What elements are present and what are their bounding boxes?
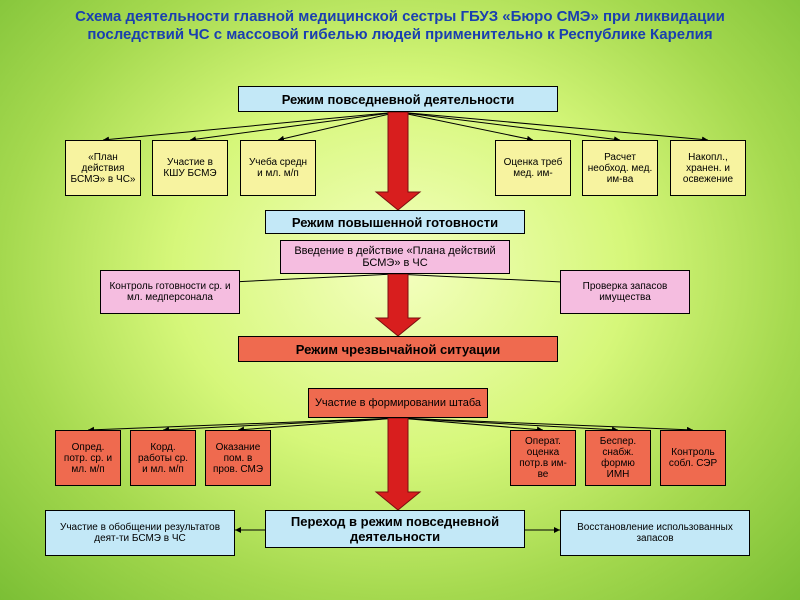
box-label: Контроль готовности ср. и мл. медперсона…	[105, 281, 235, 303]
diagram-box: Проверка запасов имущества	[560, 270, 690, 314]
diagram-title: Схема деятельности главной медицинской с…	[30, 8, 770, 44]
box-label: Проверка запасов имущества	[565, 281, 685, 303]
box-label: Участие в формировании штаба	[313, 397, 483, 409]
box-label: Операт. оценка потр.в им-ве	[515, 436, 571, 480]
diagram-box: Расчет необход. мед. им-ва	[582, 140, 658, 196]
box-label: Оценка треб мед. им-	[500, 157, 566, 179]
box-label: Беспер. снабж. формю ИМН	[590, 436, 646, 480]
diagram-box: Режим повседневной деятельности	[238, 86, 558, 112]
box-label: Опред. потр. ср. и мл. м/п	[60, 442, 116, 475]
diagram-box: Участие в формировании штаба	[308, 388, 488, 418]
diagram-box: Накопл., хранен. и освежение	[670, 140, 746, 196]
box-label: Учеба средн и мл. м/п	[245, 157, 311, 179]
diagram-box: Операт. оценка потр.в им-ве	[510, 430, 576, 486]
box-label: Накопл., хранен. и освежение	[675, 152, 741, 185]
diagram-box: Введение в действие «Плана действий БСМЭ…	[280, 240, 510, 274]
box-label: Введение в действие «Плана действий БСМЭ…	[285, 245, 505, 269]
box-label: «План действия БСМЭ» в ЧС»	[70, 152, 136, 185]
diagram-box: Участие в обобщении результатов деят-ти …	[45, 510, 235, 556]
box-label: Оказание пом. в пров. СМЭ	[210, 442, 266, 475]
diagram-box: Оказание пом. в пров. СМЭ	[205, 430, 271, 486]
diagram-box: Переход в режим повседневной деятельност…	[265, 510, 525, 548]
diagram-box: Восстановление использованных запасов	[560, 510, 750, 556]
diagram-box: Оценка треб мед. им-	[495, 140, 571, 196]
diagram-box: Режим повышенной готовности	[265, 210, 525, 234]
diagram-box: Участие в КШУ БСМЭ	[152, 140, 228, 196]
diagram-stage: Схема деятельности главной медицинской с…	[0, 0, 800, 600]
box-label: Режим чрезвычайной ситуации	[243, 342, 553, 357]
diagram-box: Учеба средн и мл. м/п	[240, 140, 316, 196]
box-label: Режим повседневной деятельности	[243, 92, 553, 107]
box-label: Корд. работы ср. и мл. м/п	[135, 442, 191, 475]
diagram-box: Контроль готовности ср. и мл. медперсона…	[100, 270, 240, 314]
diagram-box: Корд. работы ср. и мл. м/п	[130, 430, 196, 486]
diagram-box: Беспер. снабж. формю ИМН	[585, 430, 651, 486]
box-label: Участие в обобщении результатов деят-ти …	[50, 522, 230, 544]
diagram-box: Режим чрезвычайной ситуации	[238, 336, 558, 362]
box-label: Переход в режим повседневной деятельност…	[270, 514, 520, 544]
diagram-box: «План действия БСМЭ» в ЧС»	[65, 140, 141, 196]
box-label: Восстановление использованных запасов	[565, 522, 745, 544]
box-label: Участие в КШУ БСМЭ	[157, 157, 223, 179]
box-label: Контроль собл. СЭР	[665, 447, 721, 469]
box-label: Расчет необход. мед. им-ва	[587, 152, 653, 185]
diagram-box: Опред. потр. ср. и мл. м/п	[55, 430, 121, 486]
box-label: Режим повышенной готовности	[270, 215, 520, 230]
diagram-box: Контроль собл. СЭР	[660, 430, 726, 486]
